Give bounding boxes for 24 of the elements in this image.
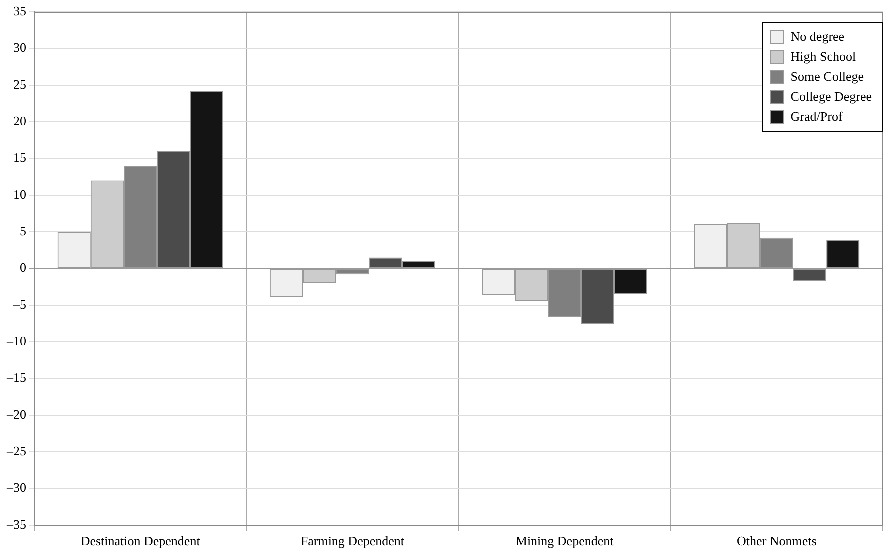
x-tick-label: Other Nonmets [737, 534, 817, 549]
y-tick-label: 35 [14, 3, 26, 18]
y-tick-label: 25 [14, 76, 26, 92]
y-tick-label: –10 [6, 333, 26, 348]
legend-label: Some College [790, 69, 864, 85]
y-tick-label: 5 [20, 223, 26, 238]
x-tick-label: Mining Dependent [516, 534, 614, 549]
legend-label: Grad/Prof [790, 109, 843, 125]
x-tick-label: Destination Dependent [80, 534, 201, 549]
y-tick-label: –5 [12, 296, 26, 312]
y-tick-label: –25 [6, 443, 26, 458]
legend-label: College Degree [790, 89, 872, 105]
y-tick-label: 20 [14, 113, 26, 128]
y-tick-label: –30 [6, 480, 26, 496]
x-tick-label: Farming Dependent [300, 534, 405, 549]
y-tick-label: 10 [14, 186, 26, 202]
y-tick-label: 0 [20, 260, 26, 276]
y-tick-label: –35 [6, 516, 26, 532]
y-tick-label: 15 [14, 150, 26, 166]
legend-label: High School [790, 49, 856, 65]
y-tick-label: –15 [6, 370, 26, 386]
legend-label: No degree [790, 29, 845, 45]
y-tick-label: 30 [14, 40, 26, 56]
y-tick-label: –20 [6, 406, 26, 422]
